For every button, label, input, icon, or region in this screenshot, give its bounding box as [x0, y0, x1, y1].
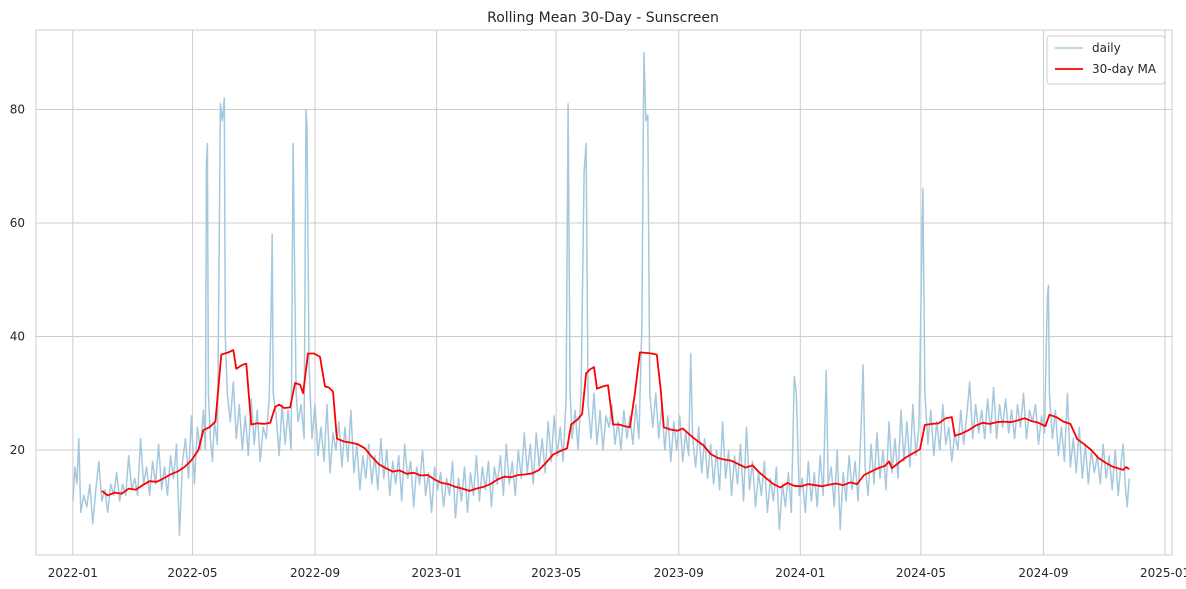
plot-frame: [35, 29, 1173, 556]
y-tick-label: 80: [10, 102, 25, 116]
legend-daily-label: daily: [1092, 41, 1121, 55]
x-tick-label: 2024-09: [1018, 566, 1068, 580]
legend: daily 30-day MA: [1046, 35, 1166, 85]
x-tick-label: 2023-01: [412, 566, 462, 580]
grid: [36, 30, 1172, 555]
x-tick-label: 2024-01: [775, 566, 825, 580]
x-tick-label: 2025-01: [1140, 566, 1186, 580]
x-tick-label: 2024-05: [896, 566, 946, 580]
y-tick-label: 60: [10, 216, 25, 230]
daily-series-line: [72, 51, 1130, 536]
x-tick-label: 2022-05: [167, 566, 217, 580]
y-tick-label: 40: [10, 329, 25, 343]
chart-title: Rolling Mean 30-Day - Sunscreen: [487, 10, 719, 26]
series-layer: [72, 51, 1130, 536]
x-tick-label: 2022-01: [48, 566, 98, 580]
ma-series-line: [101, 349, 1130, 497]
axis-ticks: 2022-01 2022-05 2022-09 2023-01 2023-05 2023-…: [10, 102, 1186, 580]
x-tick-label: 2023-05: [531, 566, 581, 580]
x-tick-label: 2023-09: [654, 566, 704, 580]
legend-ma-label: 30-day MA: [1092, 62, 1157, 76]
x-tick-label: 2022-09: [290, 566, 340, 580]
y-tick-label: 20: [10, 443, 25, 457]
